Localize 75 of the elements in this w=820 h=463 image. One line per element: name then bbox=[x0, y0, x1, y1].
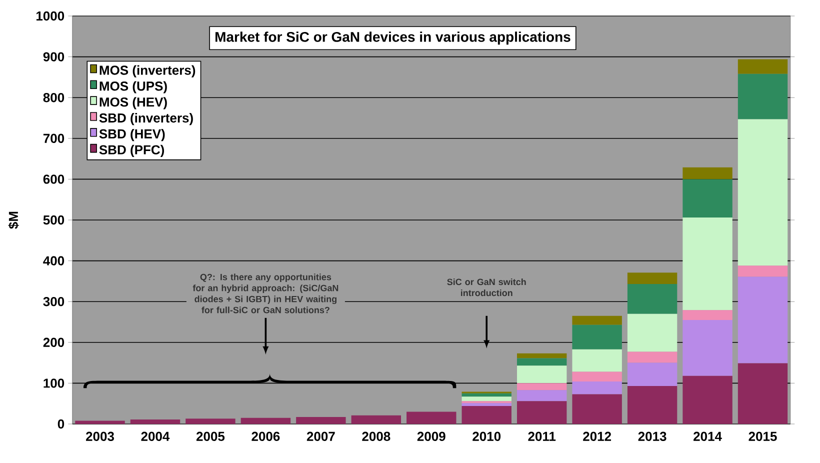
legend-label: SBD (inverters) bbox=[99, 113, 193, 126]
annotation: Q?: Is there any opportunities for an hybrid approach: (SiC/GaN diodes + Si IGBT) in HEV waiting for full-SiC or GaN solutions? bbox=[192, 274, 338, 314]
x-tick-label: 2015 bbox=[748, 432, 777, 441]
y-tick-label: 400 bbox=[43, 256, 64, 266]
x-tick-label: 2003 bbox=[86, 432, 114, 442]
bar bbox=[516, 366, 567, 384]
bar bbox=[682, 167, 732, 180]
x-tick-label: 2010 bbox=[472, 432, 501, 441]
bar bbox=[682, 376, 732, 424]
bar bbox=[406, 412, 456, 424]
bar bbox=[738, 276, 788, 364]
x-tick-label: 2009 bbox=[417, 432, 446, 441]
y-tick-label: 900 bbox=[43, 52, 64, 62]
bar bbox=[627, 352, 678, 363]
y-tick-label: 300 bbox=[43, 296, 64, 306]
bar bbox=[130, 420, 180, 424]
bar bbox=[462, 406, 512, 424]
bar bbox=[572, 349, 622, 372]
bar bbox=[516, 358, 567, 366]
y-tick-label: 100 bbox=[44, 378, 64, 388]
bar bbox=[627, 314, 678, 352]
y-tick-label: 800 bbox=[43, 92, 64, 102]
bar bbox=[738, 363, 788, 424]
bar bbox=[738, 59, 788, 74]
text: Market for SiC or GaN devices in various applications bbox=[216, 32, 570, 45]
x-tick-label: 2013 bbox=[638, 432, 666, 442]
bar bbox=[738, 74, 788, 120]
bar bbox=[627, 272, 678, 284]
bar bbox=[627, 362, 678, 386]
x-tick-label: 2012 bbox=[583, 432, 612, 441]
y-tick-label: 700 bbox=[43, 134, 64, 143]
bar bbox=[572, 324, 622, 350]
bar bbox=[572, 382, 622, 394]
bar bbox=[572, 394, 622, 424]
bar bbox=[516, 353, 567, 358]
x-tick-label: 2011 bbox=[528, 432, 556, 441]
y-tick-label: 0 bbox=[58, 419, 64, 429]
bar bbox=[351, 415, 402, 424]
legend-label: MOS (UPS) bbox=[100, 81, 167, 94]
bar bbox=[516, 383, 567, 390]
annotation: SiC or GaN switch introduction bbox=[447, 278, 526, 296]
bar bbox=[682, 218, 732, 310]
bar bbox=[186, 418, 236, 424]
bar bbox=[627, 284, 678, 314]
bar bbox=[462, 396, 512, 402]
y-tick-label: 600 bbox=[43, 174, 64, 184]
bar bbox=[682, 320, 732, 376]
bar bbox=[682, 179, 732, 218]
x-tick-label: 2008 bbox=[362, 432, 390, 441]
bar bbox=[296, 417, 346, 424]
x-tick-label: 2005 bbox=[196, 432, 225, 441]
bar bbox=[627, 386, 678, 424]
bar bbox=[682, 310, 732, 320]
legend-label: SBD (PFC) bbox=[99, 144, 164, 157]
legend-label: SBD (HEV) bbox=[99, 128, 165, 142]
y-axis-title: $M bbox=[8, 212, 19, 229]
bar bbox=[516, 390, 567, 402]
bar bbox=[572, 316, 622, 325]
x-tick-label: 2004 bbox=[141, 432, 170, 441]
bar bbox=[462, 393, 512, 397]
legend-label: MOS (HEV) bbox=[100, 97, 167, 110]
bar bbox=[75, 420, 125, 424]
bar bbox=[462, 403, 512, 406]
y-tick-label: 200 bbox=[43, 338, 64, 347]
legend-label: MOS (inverters) bbox=[100, 65, 196, 78]
bar bbox=[240, 418, 291, 424]
x-tick-label: 2014 bbox=[694, 432, 722, 441]
bar bbox=[572, 372, 622, 382]
y-tick-label: 1000 bbox=[36, 11, 64, 21]
x-tick-label: 2007 bbox=[306, 432, 335, 441]
bar bbox=[738, 266, 788, 277]
x-tick-label: 2006 bbox=[252, 432, 280, 441]
y-tick-label: 500 bbox=[43, 215, 64, 225]
bar bbox=[738, 119, 788, 266]
bar bbox=[516, 401, 567, 424]
